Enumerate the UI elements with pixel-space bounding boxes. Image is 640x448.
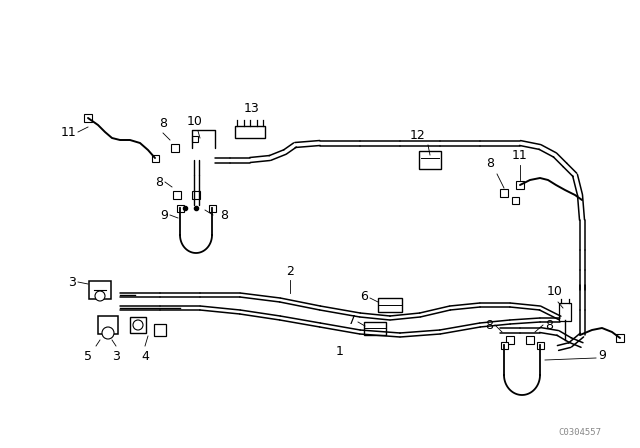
Circle shape — [102, 327, 114, 339]
Bar — [364, 322, 386, 335]
Text: 4: 4 — [141, 350, 149, 363]
Bar — [506, 336, 514, 344]
Bar — [152, 155, 159, 161]
Text: 10: 10 — [187, 115, 203, 128]
Text: 8: 8 — [220, 208, 228, 221]
Bar — [177, 204, 184, 211]
Text: 5: 5 — [84, 350, 92, 363]
Text: 8: 8 — [159, 117, 167, 130]
Text: 1: 1 — [336, 345, 344, 358]
Text: 8: 8 — [485, 319, 493, 332]
Bar — [171, 144, 179, 152]
Text: 11: 11 — [512, 149, 528, 162]
Circle shape — [133, 320, 143, 330]
Bar — [209, 204, 216, 211]
Bar — [154, 324, 166, 336]
Text: 3: 3 — [112, 350, 120, 363]
Text: 9: 9 — [598, 349, 606, 362]
Text: 7: 7 — [348, 314, 356, 327]
Bar — [235, 126, 265, 138]
Bar — [616, 334, 624, 342]
Bar — [419, 151, 441, 169]
Text: 12: 12 — [410, 129, 426, 142]
Bar — [378, 298, 402, 312]
Text: 11: 11 — [60, 125, 76, 138]
Text: 10: 10 — [547, 285, 563, 298]
Text: 6: 6 — [360, 289, 368, 302]
Bar — [98, 316, 118, 334]
Text: 8: 8 — [545, 319, 553, 332]
Text: 3: 3 — [68, 276, 76, 289]
Bar — [516, 181, 524, 189]
Text: 2: 2 — [286, 265, 294, 278]
Bar — [89, 281, 111, 299]
Circle shape — [95, 291, 105, 301]
Bar — [526, 336, 534, 344]
Text: 8: 8 — [486, 157, 494, 170]
Bar — [511, 197, 518, 203]
Bar — [192, 191, 200, 199]
Text: 8: 8 — [155, 176, 163, 189]
Bar — [500, 189, 508, 197]
Bar — [130, 317, 146, 333]
Text: 9: 9 — [160, 208, 168, 221]
Text: C0304557: C0304557 — [559, 427, 602, 436]
Bar — [192, 136, 198, 142]
Bar — [84, 114, 92, 122]
Text: 13: 13 — [244, 102, 260, 115]
Bar — [559, 303, 571, 321]
Bar — [500, 341, 508, 349]
Bar — [536, 341, 543, 349]
Bar — [173, 191, 181, 199]
